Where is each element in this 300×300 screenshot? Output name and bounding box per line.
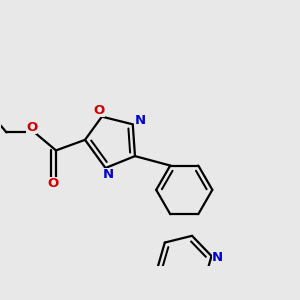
Text: O: O xyxy=(47,177,58,190)
Text: O: O xyxy=(94,104,105,117)
Text: N: N xyxy=(134,114,146,127)
Text: N: N xyxy=(212,251,223,264)
Text: O: O xyxy=(26,121,38,134)
Text: N: N xyxy=(103,168,114,181)
